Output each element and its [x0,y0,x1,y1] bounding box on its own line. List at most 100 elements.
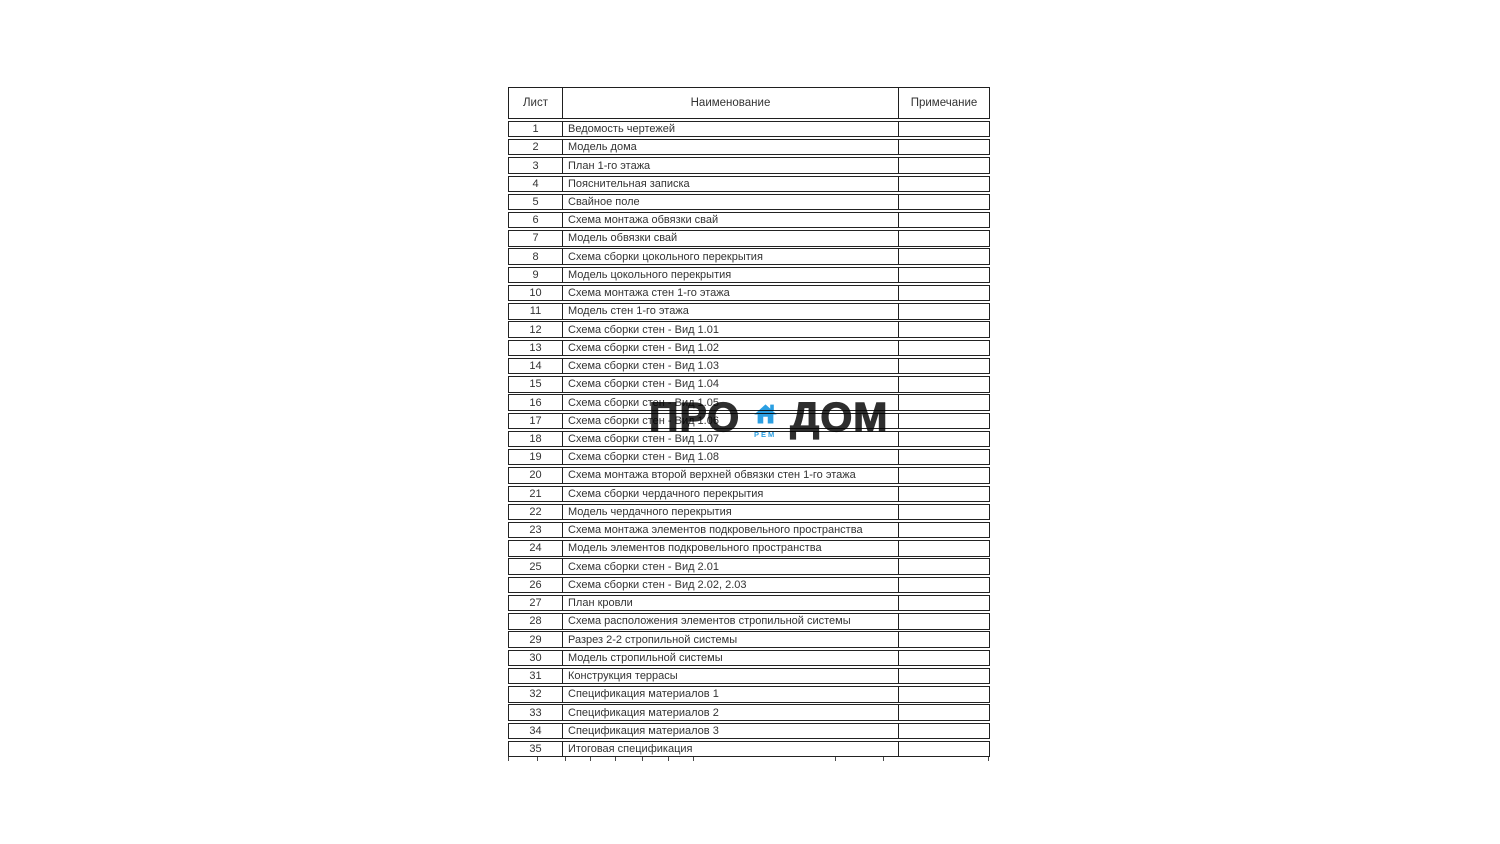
row-note [899,268,989,282]
table-row: 29 Разрез 2-2 стропильной системы [508,631,990,648]
row-sheet-number: 10 [509,285,563,301]
row-sheet-number: 16 [509,395,563,410]
table-row: 20 Схема монтажа второй верхней обвязки … [508,467,990,484]
row-sheet-number: 31 [509,668,563,684]
row-note [899,505,989,519]
row-note [899,249,989,263]
row-note [899,450,989,464]
table-row: 33 Спецификация материалов 2 [508,704,990,721]
row-sheet-number: 8 [509,249,563,264]
row-name: План кровли [563,595,899,611]
row-name: Пояснительная записка [563,176,899,191]
table-row: 1 Ведомость чертежей [508,120,990,138]
row-note [899,213,989,227]
row-name: Модель цокольного перекрытия [563,267,899,283]
row-note [899,742,989,756]
row-name: Спецификация материалов 3 [563,723,899,738]
row-name: Конструкция террасы [563,668,899,684]
table-row: 25 Схема сборки стен - Вид 2.01 [508,558,990,575]
column-header-name: Наименование [563,88,899,118]
row-note [899,341,989,355]
row-sheet-number: 32 [509,687,563,702]
row-name: Итоговая спецификация [563,741,899,757]
table-row: 32 Спецификация материалов 1 [508,686,990,703]
table-row: 17 Схема сборки стен - Вид 1.06 [508,412,990,429]
table-body: 1 Ведомость чертежей 2 Модель дома 3 Пла… [508,120,990,758]
column-header-note: Примечание [910,97,978,109]
row-name: Ведомость чертежей [563,121,899,137]
row-note [899,195,989,209]
row-note [899,724,989,738]
row-sheet-number: 5 [509,194,563,210]
row-name: План 1-го этажа [563,158,899,173]
table-row: 35 Итоговая спецификация [508,740,990,758]
table-header-row: Лист Наименование Примечание [508,87,990,119]
table-row: 12 Схема сборки стен - Вид 1.01 [508,321,990,338]
table-row: 30 Модель стропильной системы [508,649,990,667]
row-note [899,468,989,482]
row-name: Схема сборки стен - Вид 2.01 [563,559,899,574]
table-row: 14 Схема сборки стен - Вид 1.03 [508,357,990,375]
table-row: 21 Схема сборки чердачного перекрытия [508,485,990,502]
row-sheet-number: 19 [509,450,563,465]
table-row: 7 Модель обвязки свай [508,230,990,247]
row-note [899,322,989,336]
table-row: 10 Схема монтажа стен 1-го этажа [508,284,990,302]
row-name: Схема сборки цокольного перекрытия [563,249,899,264]
cutoff-next-table-edge [508,757,990,762]
table-row: 13 Схема сборки стен - Вид 1.02 [508,339,990,357]
row-note [899,359,989,373]
table-row: 23 Схема монтажа элементов подкровельног… [508,522,990,539]
row-note [899,614,989,628]
row-name: Свайное поле [563,194,899,210]
row-note [899,414,989,428]
drawing-register-table: Лист Наименование Примечание 1 Ведомость… [508,87,990,762]
table-row: 31 Конструкция террасы [508,667,990,685]
row-sheet-number: 34 [509,723,563,738]
row-sheet-number: 26 [509,577,563,593]
row-note [899,158,989,172]
row-sheet-number: 30 [509,650,563,666]
row-note [899,596,989,610]
row-note [899,705,989,719]
table-row: 15 Схема сборки стен - Вид 1.04 [508,376,990,393]
row-note [899,377,989,391]
row-name: Схема монтажа второй верхней обвязки сте… [563,468,899,483]
row-sheet-number: 15 [509,377,563,392]
row-name: Модель чердачного перекрытия [563,504,899,520]
table-row: 4 Пояснительная записка [508,175,990,192]
table-row: 6 Схема монтажа обвязки свай [508,212,990,229]
row-name: Схема расположения элементов стропильной… [563,614,899,629]
table-row: 5 Свайное поле [508,193,990,211]
row-sheet-number: 1 [509,121,563,137]
row-name: Схема сборки стен - Вид 1.01 [563,322,899,337]
row-sheet-number: 12 [509,322,563,337]
row-sheet-number: 6 [509,213,563,228]
row-sheet-number: 21 [509,486,563,501]
row-sheet-number: 13 [509,340,563,356]
row-sheet-number: 18 [509,431,563,447]
row-name: Модель стропильной системы [563,650,899,666]
row-name: Схема сборки стен - Вид 1.03 [563,358,899,374]
row-sheet-number: 9 [509,267,563,283]
table-row: 28 Схема расположения элементов стропиль… [508,613,990,630]
row-sheet-number: 7 [509,231,563,246]
row-note [899,487,989,501]
table-row: 2 Модель дома [508,139,990,156]
row-sheet-number: 3 [509,158,563,173]
row-sheet-number: 28 [509,614,563,629]
row-sheet-number: 24 [509,541,563,556]
row-sheet-number: 35 [509,741,563,757]
row-name: Схема монтажа элементов подкровельного п… [563,523,899,538]
row-sheet-number: 29 [509,632,563,647]
row-sheet-number: 27 [509,595,563,611]
row-note [899,432,989,446]
row-note [899,140,989,154]
row-note [899,559,989,573]
row-name: Модель элементов подкровельного простран… [563,541,899,556]
row-note [899,651,989,665]
row-name: Схема сборки стен - Вид 1.04 [563,377,899,392]
row-name: Схема сборки стен - Вид 1.05 [563,395,899,410]
row-name: Схема сборки стен - Вид 1.08 [563,450,899,465]
